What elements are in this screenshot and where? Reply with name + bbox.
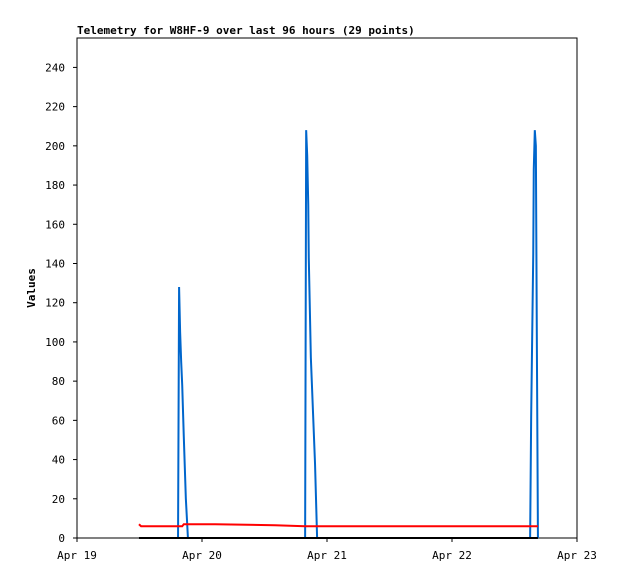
- y-tick-label: 0: [58, 532, 65, 545]
- y-tick-label: 40: [52, 454, 65, 467]
- y-tick-label: 180: [45, 179, 65, 192]
- x-tick-label: Apr 19: [57, 549, 97, 562]
- series-line: [138, 523, 538, 528]
- x-tick-label: Apr 20: [182, 549, 222, 562]
- y-tick-label: 200: [45, 140, 65, 153]
- x-tick-label: Apr 23: [557, 549, 597, 562]
- y-tick-label: 80: [52, 375, 65, 388]
- y-tick-label: 100: [45, 336, 65, 349]
- x-tick-label: Apr 22: [432, 549, 472, 562]
- y-tick-label: 140: [45, 257, 65, 270]
- chart-title: Telemetry for W8HF-9 over last 96 hours …: [77, 24, 415, 37]
- plot-frame: [76, 37, 578, 539]
- y-axis-label: Values: [25, 268, 38, 308]
- y-tick-label: 120: [45, 297, 65, 310]
- y-tick-label: 160: [45, 218, 65, 231]
- y-tick-label: 240: [45, 61, 65, 74]
- y-tick-label: 220: [45, 101, 65, 114]
- x-tick-label: Apr 21: [307, 549, 347, 562]
- series-line: [138, 130, 539, 539]
- y-tick-label: 20: [52, 493, 65, 506]
- y-tick-label: 60: [52, 414, 65, 427]
